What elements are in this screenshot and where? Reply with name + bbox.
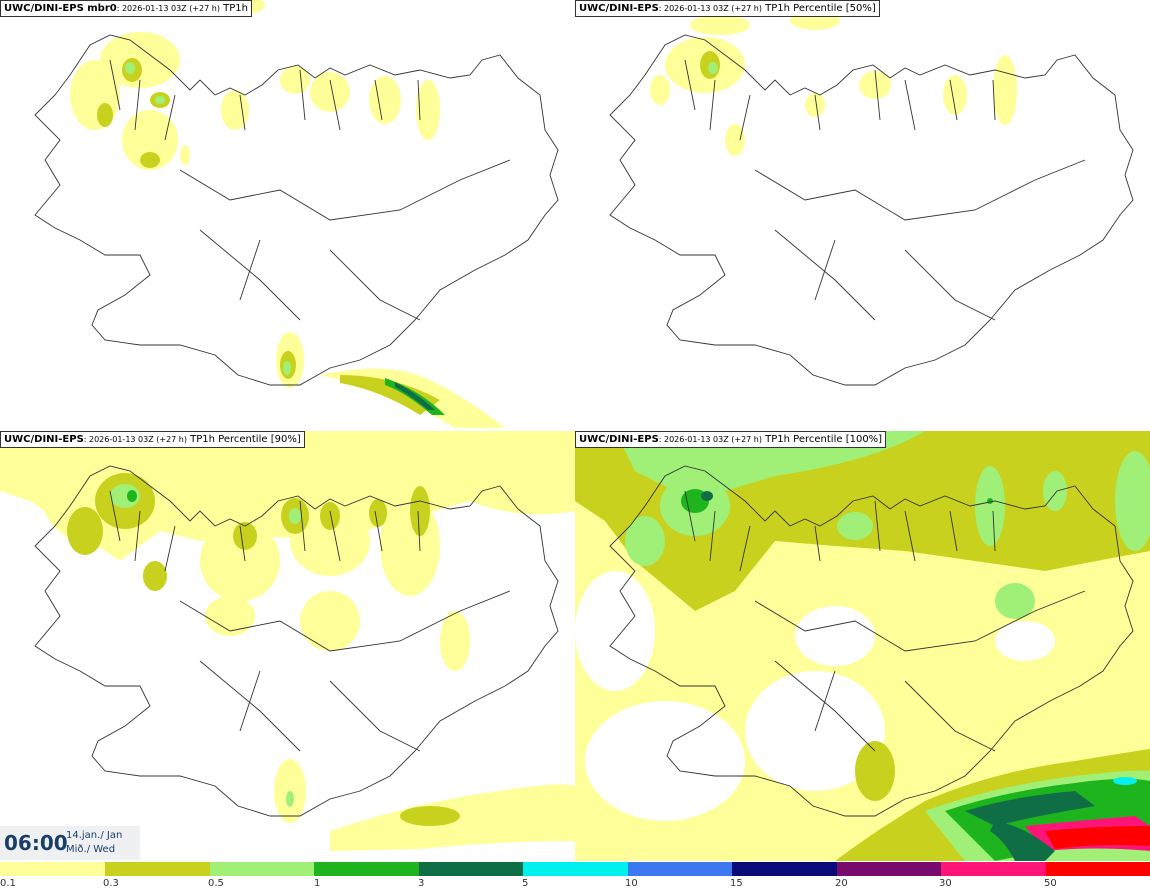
legend-swatch [1046, 862, 1150, 876]
map-panel-p90: UWC/DINI-EPS: 2026-01-13 03Z (+27 h) TP1… [0, 431, 575, 861]
legend-tick: 0.5 [208, 878, 224, 889]
legend-swatch [419, 862, 523, 876]
legend-tick: 15 [730, 878, 743, 889]
map-panel-mbr0: UWC/DINI-EPS mbr0: 2026-01-13 03Z (+27 h… [0, 0, 575, 430]
precip-fields [650, 10, 1017, 156]
legend-tick: 5 [522, 878, 529, 889]
panel-title: UWC/DINI-EPS: 2026-01-13 03Z (+27 h) TP1… [575, 431, 887, 448]
valid-day: Mið./ Wed [66, 844, 116, 855]
legend-tick: 10 [625, 878, 638, 889]
legend-tick: 0.1 [0, 878, 16, 889]
field-name: TP1h Percentile [50%] [761, 3, 876, 14]
map-panel-p100: UWC/DINI-EPS: 2026-01-13 03Z (+27 h) TP1… [575, 431, 1150, 861]
field-name: TP1h Percentile [100%] [761, 434, 883, 445]
legend-swatch [941, 862, 1046, 876]
precip-map-p50 [609, 10, 1134, 386]
model-name: UWC/DINI-EPS [579, 3, 659, 14]
precip-fields [575, 431, 1150, 861]
coastline [34, 465, 559, 817]
legend-swatch [210, 862, 314, 876]
legend-tick: 3 [418, 878, 425, 889]
model-name: UWC/DINI-EPS mbr0 [4, 3, 117, 14]
color-legend: 0.1 0.3 0.5 1 3 5 10 15 20 30 50 [0, 862, 1150, 891]
precip-map-mbr0 [34, 0, 559, 428]
precip-map-p90 [0, 431, 575, 851]
legend-swatch [523, 862, 628, 876]
valid-date: 14.jan./ Jan [66, 830, 123, 841]
legend-swatch [0, 862, 105, 876]
legend-tick: 1 [314, 878, 321, 889]
legend-swatch [314, 862, 419, 876]
model-name: UWC/DINI-EPS [4, 434, 84, 445]
field-name: TP1h [219, 3, 248, 14]
coastline [609, 34, 1134, 386]
run-time: : 2026-01-13 03Z (+27 h) [83, 435, 187, 444]
legend-swatch [628, 862, 732, 876]
panel-title: UWC/DINI-EPS mbr0: 2026-01-13 03Z (+27 h… [0, 0, 252, 17]
panel-title: UWC/DINI-EPS: 2026-01-13 03Z (+27 h) TP1… [575, 0, 880, 17]
precip-fields [0, 431, 575, 851]
legend-tick: 50 [1044, 878, 1057, 889]
run-time: : 2026-01-13 03Z (+27 h) [658, 4, 762, 13]
run-time: : 2026-01-13 03Z (+27 h) [658, 435, 762, 444]
legend-tick: 20 [835, 878, 848, 889]
model-name: UWC/DINI-EPS [579, 434, 659, 445]
coastline [609, 465, 1134, 817]
valid-time: 06:00 [4, 831, 68, 855]
map-panel-p50: UWC/DINI-EPS: 2026-01-13 03Z (+27 h) TP1… [575, 0, 1150, 430]
precip-map-p100 [575, 431, 1150, 861]
coastline [34, 34, 559, 386]
legend-tick: 30 [939, 878, 952, 889]
panel-title: UWC/DINI-EPS: 2026-01-13 03Z (+27 h) TP1… [0, 431, 305, 448]
legend-swatch [105, 862, 210, 876]
precip-fields [70, 0, 505, 428]
run-time: : 2026-01-13 03Z (+27 h) [116, 4, 220, 13]
legend-swatch [732, 862, 837, 876]
valid-time-box: 06:00 14.jan./ Jan Mið./ Wed [0, 826, 140, 860]
legend-swatch [837, 862, 941, 876]
legend-tick: 0.3 [103, 878, 119, 889]
field-name: TP1h Percentile [90%] [186, 434, 301, 445]
